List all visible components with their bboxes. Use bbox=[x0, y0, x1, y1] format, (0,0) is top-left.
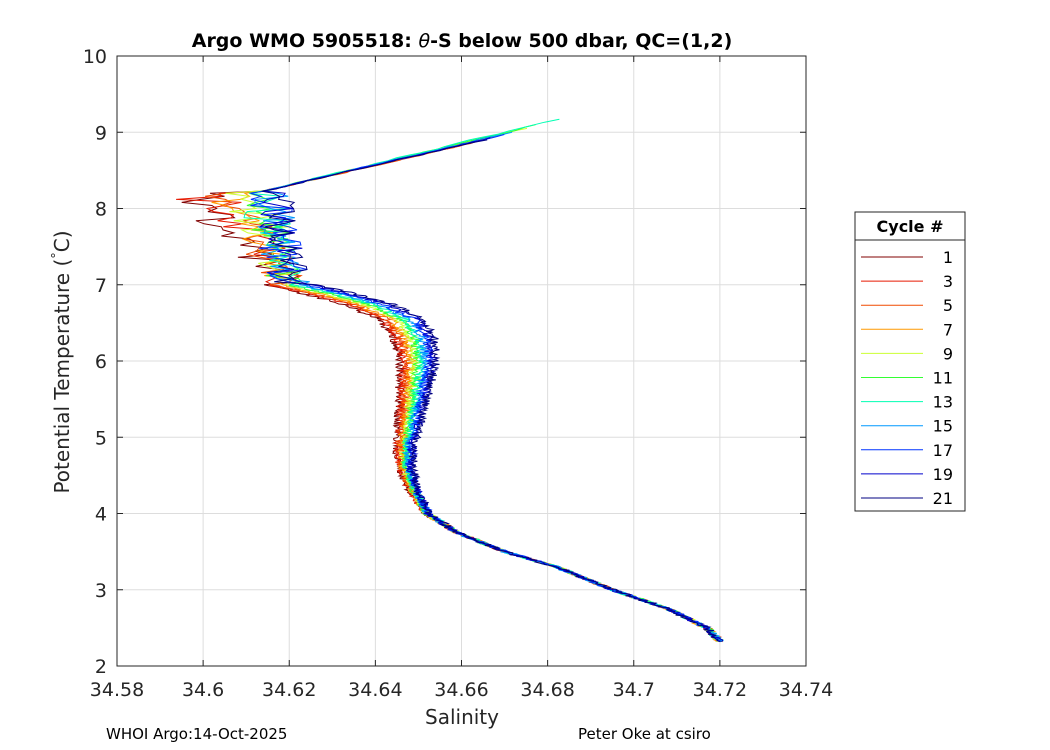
legend-label-cycle-15: 15 bbox=[933, 417, 953, 436]
x-tick-label: 34.58 bbox=[90, 679, 144, 701]
y-tick-label: 3 bbox=[95, 580, 107, 602]
chart-title-prefix: Argo WMO 5905518: bbox=[192, 30, 419, 52]
x-tick-label: 34.74 bbox=[779, 679, 833, 701]
axis-ticks bbox=[116, 55, 807, 667]
legend-label-cycle-17: 17 bbox=[933, 441, 953, 460]
legend-label-cycle-3: 3 bbox=[943, 272, 953, 291]
y-tick-label: 8 bbox=[95, 199, 107, 221]
y-axis-label-suffix: C) bbox=[50, 230, 74, 252]
chart-title: Argo WMO 5905518: θ-S below 500 dbar, QC… bbox=[192, 30, 733, 52]
legend-label-cycle-9: 9 bbox=[943, 344, 953, 363]
series-line-cycle-15 bbox=[254, 131, 725, 643]
series-line-cycle-21 bbox=[261, 139, 721, 643]
x-tick-label: 34.66 bbox=[434, 679, 488, 701]
legend-label-cycle-11: 11 bbox=[933, 369, 953, 388]
legend-title: Cycle # bbox=[877, 217, 944, 236]
chart-title-suffix: -S below 500 dbar, QC=(1,2) bbox=[430, 30, 732, 52]
legend-label-cycle-1: 1 bbox=[943, 248, 953, 267]
y-tick-label: 6 bbox=[95, 351, 107, 373]
y-tick-label: 9 bbox=[95, 122, 107, 144]
footer-right: Peter Oke at csiro bbox=[578, 725, 711, 743]
y-tick-label: 4 bbox=[95, 504, 107, 526]
y-tick-label: 10 bbox=[83, 46, 107, 68]
legend-label-cycle-19: 19 bbox=[933, 465, 953, 484]
x-tick-label: 34.6 bbox=[182, 679, 224, 701]
grid-lines bbox=[117, 56, 806, 666]
legend-label-cycle-7: 7 bbox=[943, 320, 953, 339]
x-axis-label: Salinity bbox=[425, 705, 499, 729]
y-axis-label: Potential Temperature (°C) bbox=[50, 230, 74, 493]
chart-title-theta: θ bbox=[418, 30, 430, 52]
y-axis-label-prefix: Potential Temperature ( bbox=[50, 259, 74, 494]
legend-label-cycle-21: 21 bbox=[933, 489, 953, 508]
y-tick-label: 2 bbox=[95, 656, 107, 678]
y-tick-labels: 2 3 4 5 6 7 8 9 10 bbox=[83, 46, 107, 678]
x-tick-label: 34.72 bbox=[693, 679, 747, 701]
x-tick-label: 34.68 bbox=[520, 679, 574, 701]
footer-left: WHOI Argo:14-Oct-2025 bbox=[106, 725, 288, 743]
y-axis-label-degree: ° bbox=[50, 252, 65, 259]
legend-label-cycle-5: 5 bbox=[943, 296, 953, 315]
series-layer bbox=[176, 118, 725, 643]
y-tick-label: 7 bbox=[95, 275, 107, 297]
x-tick-label: 34.62 bbox=[262, 679, 316, 701]
legend-label-cycle-13: 13 bbox=[933, 393, 953, 412]
legend-box bbox=[854, 211, 966, 512]
x-tick-label: 34.64 bbox=[348, 679, 402, 701]
y-tick-label: 5 bbox=[95, 427, 107, 449]
x-tick-labels: 34.58 34.6 34.62 34.64 34.66 34.68 34.7 34.72 34… bbox=[90, 679, 833, 701]
x-tick-label: 34.7 bbox=[613, 679, 655, 701]
